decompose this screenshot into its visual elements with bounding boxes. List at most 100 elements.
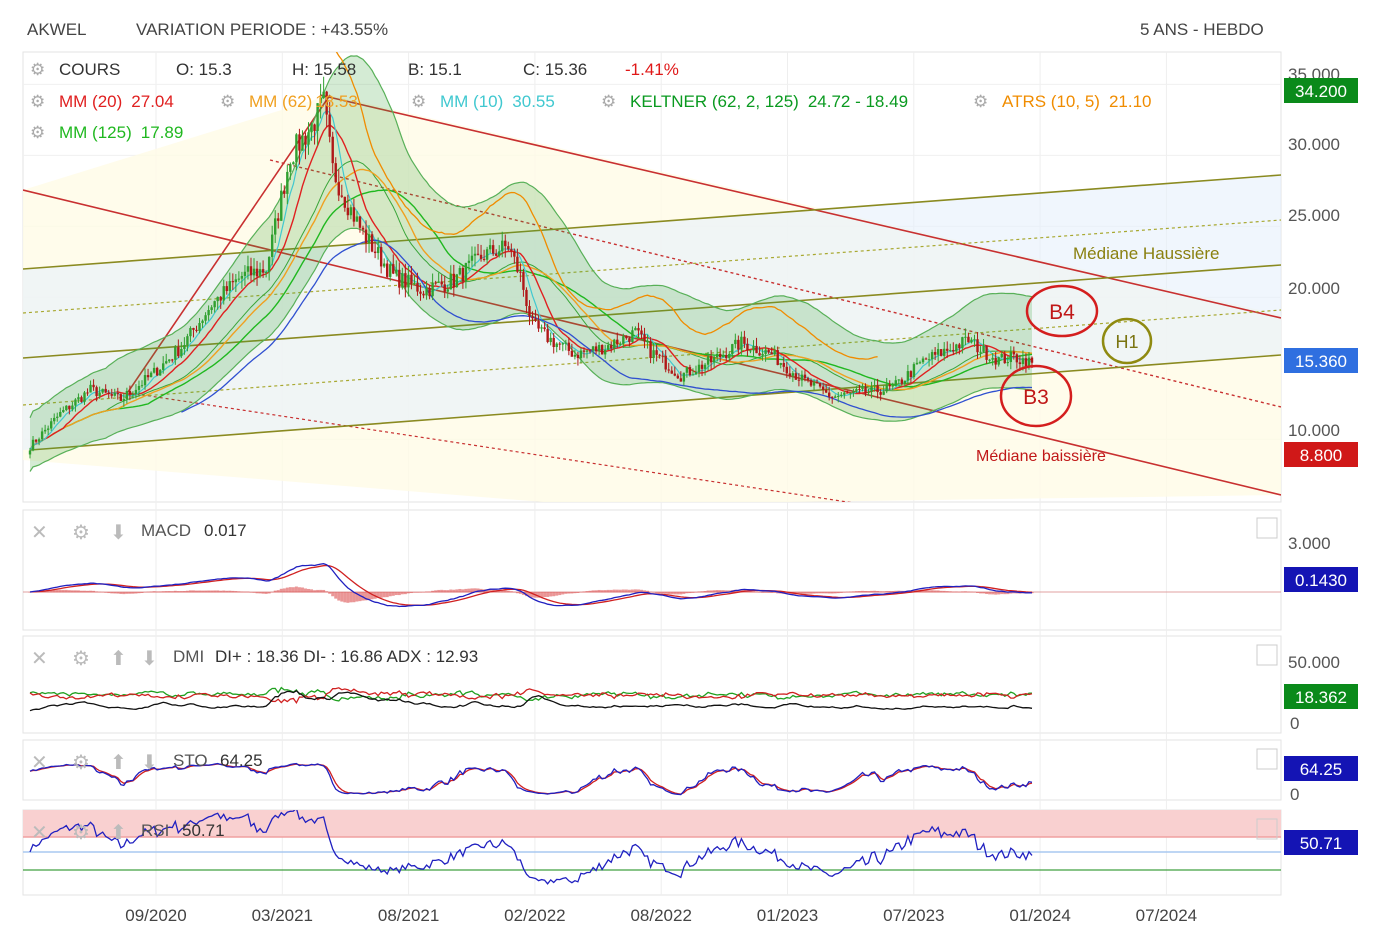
- candle-body: [927, 359, 931, 361]
- sto-legend: ✕ ⚙ ⬆ ⬇ STO 64.25: [31, 748, 1278, 774]
- candle-body: [697, 364, 701, 373]
- macd-histogram-bar: [764, 592, 768, 593]
- candle-body: [213, 301, 216, 308]
- macd-histogram-bar: [201, 590, 205, 593]
- macd-histogram-bar: [721, 590, 725, 593]
- arrow-down-icon[interactable]: ⬇: [141, 648, 158, 670]
- legend-atrs: ATRS (10, 5) 21.10: [1002, 92, 1151, 111]
- candle-body: [334, 163, 337, 183]
- candle-body: [504, 240, 507, 247]
- candle-body: [252, 268, 256, 276]
- close-icon[interactable]: ✕: [31, 522, 48, 544]
- macd-histogram-bar: [367, 592, 371, 600]
- candle-body: [564, 342, 568, 344]
- candle-body: [77, 397, 80, 400]
- candle-body: [307, 132, 310, 145]
- macd-histogram-bar: [873, 590, 877, 593]
- macd-histogram-bar: [773, 592, 777, 593]
- close-icon[interactable]: ✕: [31, 648, 48, 670]
- macd-histogram-bar: [652, 592, 656, 593]
- gear-icon[interactable]: ⚙: [220, 92, 235, 111]
- dmi-checkbox[interactable]: [1256, 644, 1278, 666]
- candle-body: [924, 358, 928, 360]
- sto-checkbox[interactable]: [1256, 748, 1278, 770]
- arrow-down-icon[interactable]: ⬇: [110, 522, 127, 544]
- macd-histogram-bar: [258, 592, 262, 594]
- arrow-up-icon[interactable]: ⬆: [110, 648, 127, 670]
- candle-body: [821, 386, 825, 390]
- legend-mm20-label: MM (20): [59, 92, 122, 111]
- gear-icon[interactable]: ⚙: [30, 123, 45, 142]
- gear-icon[interactable]: ⚙: [72, 752, 90, 774]
- macd-histogram-bar: [70, 590, 74, 593]
- macd-histogram-bar: [930, 590, 934, 593]
- macd-histogram-bar: [231, 590, 235, 593]
- macd-histogram-bar: [412, 592, 416, 593]
- rsi-checkbox[interactable]: [1256, 818, 1278, 840]
- macd-histogram-bar: [276, 590, 280, 593]
- arrow-down-icon[interactable]: ⬇: [141, 752, 158, 774]
- candle-body: [270, 234, 274, 257]
- macd-histogram-bar: [751, 591, 755, 593]
- macd-histogram-bar: [951, 591, 955, 593]
- close-icon[interactable]: ✕: [31, 822, 48, 844]
- close-icon[interactable]: ✕: [31, 752, 48, 774]
- gear-icon[interactable]: ⚙: [72, 522, 90, 544]
- candle-body: [936, 349, 940, 355]
- macd-histogram-bar: [879, 591, 883, 593]
- price-axis: 35.000 30.000 25.000 20.000 10.000 34.20…: [1284, 65, 1358, 467]
- candle-body: [734, 339, 737, 345]
- gear-icon[interactable]: ⚙: [72, 648, 90, 670]
- candle-body: [207, 310, 210, 316]
- candle-body: [458, 268, 462, 275]
- gear-icon[interactable]: ⚙: [411, 92, 426, 111]
- mm62-line: [29, 168, 1033, 451]
- candle-body: [440, 281, 443, 285]
- annotation-b3-label: B3: [1023, 386, 1049, 409]
- bull-channel-mid2: [23, 309, 1281, 406]
- candle-body: [86, 392, 89, 394]
- macd-histogram-bar: [261, 592, 265, 594]
- macd-histogram-bar: [933, 590, 937, 593]
- macd-histogram-bar: [860, 590, 864, 593]
- gear-icon[interactable]: ⚙: [973, 92, 988, 111]
- gear-icon[interactable]: ⚙: [72, 822, 90, 844]
- gear-icon[interactable]: ⚙: [601, 92, 616, 111]
- gear-icon[interactable]: ⚙: [30, 92, 45, 111]
- candle-body: [425, 288, 428, 296]
- candle-body: [549, 337, 552, 343]
- macd-histogram-bar: [685, 592, 689, 594]
- candle-body: [416, 282, 419, 292]
- candle-body: [92, 384, 95, 388]
- arrow-up-icon[interactable]: ⬆: [110, 752, 127, 774]
- legend-open: O: 15.3: [176, 60, 232, 79]
- candle-body: [988, 359, 991, 361]
- macd-histogram-bar: [997, 592, 1001, 595]
- candle-body: [370, 234, 374, 252]
- annotation-h1: H1: [1101, 317, 1153, 365]
- ticker-title: AKWEL: [27, 20, 87, 39]
- macd-histogram-bar: [597, 589, 601, 593]
- price-badge-high: 34.200: [1295, 82, 1347, 101]
- candle-body: [146, 375, 150, 378]
- candle-body: [255, 268, 259, 277]
- macd-checkbox[interactable]: [1256, 517, 1278, 539]
- period-selector[interactable]: 5 ANS - HEBDO: [1140, 20, 1264, 39]
- macd-histogram-bar: [646, 590, 650, 593]
- gear-icon[interactable]: ⚙: [30, 60, 45, 79]
- macd-histogram-bar: [618, 589, 622, 593]
- macd-histogram-bar: [561, 592, 565, 595]
- candle-body: [1030, 357, 1034, 363]
- candle-body: [286, 171, 289, 194]
- candle-body: [737, 339, 740, 350]
- arrow-up-icon[interactable]: ⬆: [110, 822, 127, 844]
- bull-channel-fill: [23, 175, 1281, 450]
- candle-body: [243, 271, 247, 277]
- macd-histogram-bar: [303, 588, 307, 593]
- macd-histogram-bar: [682, 592, 686, 594]
- candle-body: [301, 135, 304, 151]
- candle-body: [116, 393, 119, 395]
- macd-histogram-bar: [385, 592, 389, 598]
- candle-body: [897, 379, 901, 381]
